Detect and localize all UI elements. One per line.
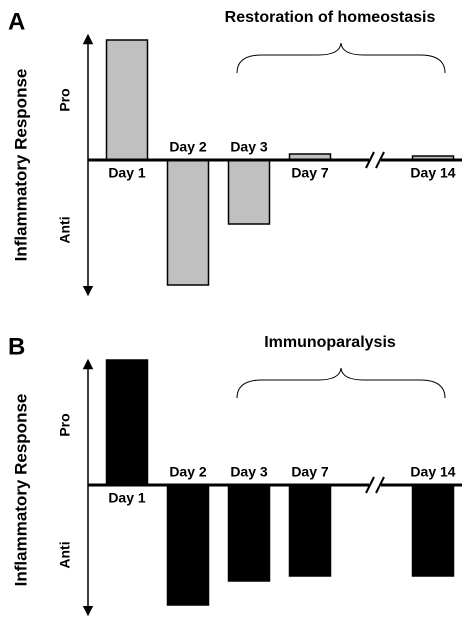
break-mark bbox=[365, 476, 375, 494]
annotation: Immunoparalysis bbox=[264, 334, 396, 351]
x-tick-label: Day 14 bbox=[410, 165, 455, 181]
bar bbox=[105, 39, 149, 161]
bar bbox=[166, 484, 210, 606]
y-axis-label: Inflammatory Response bbox=[11, 69, 30, 262]
panel-label: B bbox=[8, 333, 25, 360]
x-tick-label: Day 3 bbox=[230, 139, 268, 155]
brace bbox=[236, 367, 446, 399]
break-gap bbox=[369, 481, 381, 489]
x-tick-label: Day 2 bbox=[169, 139, 207, 155]
pro-label: Pro bbox=[57, 88, 73, 111]
annotation: Restoration of homeostasis bbox=[225, 9, 436, 26]
x-tick-label: Day 1 bbox=[108, 165, 146, 181]
pro-label: Pro bbox=[57, 413, 73, 436]
bar bbox=[105, 359, 149, 486]
break-mark bbox=[375, 151, 385, 169]
x-tick-label: Day 7 bbox=[291, 464, 329, 480]
break-mark bbox=[365, 151, 375, 169]
brace bbox=[236, 42, 446, 74]
x-tick-label: Day 3 bbox=[230, 464, 268, 480]
break-gap bbox=[369, 156, 381, 164]
bar bbox=[166, 159, 210, 286]
anti-label: Anti bbox=[57, 216, 73, 243]
anti-label: Anti bbox=[57, 541, 73, 568]
break-mark bbox=[375, 476, 385, 494]
x-tick-label: Day 2 bbox=[169, 464, 207, 480]
bar bbox=[227, 159, 271, 225]
x-tick-label: Day 1 bbox=[108, 490, 146, 506]
bar bbox=[288, 484, 332, 577]
x-tick-label: Day 14 bbox=[410, 464, 455, 480]
x-tick-label: Day 7 bbox=[291, 165, 329, 181]
bar bbox=[227, 484, 271, 582]
panel-label: A bbox=[8, 8, 25, 35]
y-axis-label: Inflammatory Response bbox=[11, 394, 30, 587]
bar bbox=[411, 484, 455, 577]
